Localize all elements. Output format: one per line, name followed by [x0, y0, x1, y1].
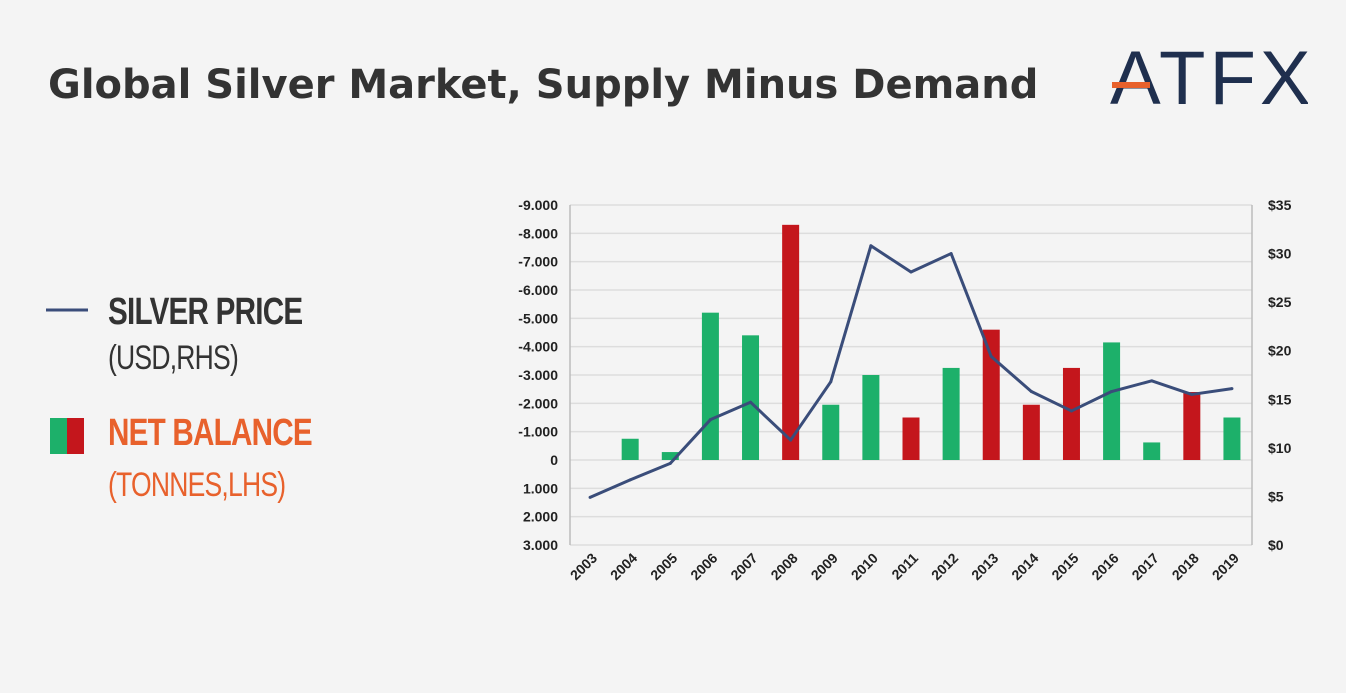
bar — [621, 438, 639, 460]
x-tick-label: 2008 — [767, 550, 800, 583]
bar — [701, 312, 719, 460]
left-tick-label: -1.000 — [518, 424, 558, 440]
left-tick-label: 0 — [550, 452, 558, 468]
x-tick-label: 2010 — [848, 550, 881, 583]
bar — [982, 329, 1000, 460]
legend-net-balance-unit: (TONNES,LHS) — [108, 466, 286, 504]
right-tick-label: $20 — [1268, 343, 1292, 359]
legend-net-balance-name: NET BALANCE — [108, 412, 313, 454]
left-tick-label: -7.000 — [518, 254, 558, 270]
x-tick-label: 2018 — [1169, 550, 1202, 583]
bar — [1103, 342, 1121, 460]
x-tick-label: 2017 — [1128, 550, 1161, 583]
price-point — [1230, 387, 1234, 391]
logo-accent-bar — [1112, 82, 1150, 88]
x-tick-label: 2004 — [607, 550, 640, 583]
bar — [1223, 417, 1241, 460]
price-point — [1150, 379, 1154, 383]
atfx-logo: ATFX — [1110, 36, 1308, 116]
chart-title: Global Silver Market, Supply Minus Deman… — [48, 62, 1039, 108]
right-tick-label: $0 — [1268, 537, 1284, 553]
left-tick-label: -9.000 — [518, 197, 558, 213]
left-tick-label: -3.000 — [518, 367, 558, 383]
right-tick-label: $30 — [1268, 246, 1292, 262]
left-tick-label: -2.000 — [518, 395, 558, 411]
legend-silver-price-unit: (USD,RHS) — [108, 339, 239, 377]
left-tick-label: -4.000 — [518, 339, 558, 355]
price-point — [1110, 390, 1114, 394]
price-point — [789, 438, 793, 442]
right-tick-label: $15 — [1268, 391, 1292, 407]
bar — [822, 404, 840, 460]
x-tick-label: 2005 — [647, 550, 680, 583]
right-tick-label: $5 — [1268, 488, 1284, 504]
price-point — [909, 270, 913, 274]
price-point — [628, 478, 632, 482]
bar-swatch-icon — [50, 418, 84, 454]
bar — [1022, 404, 1040, 460]
price-point — [708, 418, 712, 422]
left-tick-label: -6.000 — [518, 282, 558, 298]
legend-silver-price-name: SILVER PRICE — [108, 291, 303, 333]
x-tick-label: 2015 — [1048, 550, 1081, 583]
x-tick-label: 2012 — [928, 550, 961, 583]
price-point — [1190, 392, 1194, 396]
x-tick-label: 2011 — [888, 550, 921, 583]
left-tick-label: -8.000 — [518, 225, 558, 241]
x-tick-label: 2009 — [808, 550, 841, 583]
x-tick-label: 2006 — [687, 550, 720, 583]
x-tick-label: 2013 — [968, 550, 1001, 583]
price-point — [949, 252, 953, 256]
price-point — [829, 380, 833, 384]
logo-text: ATFX — [1110, 36, 1308, 116]
price-point — [588, 495, 592, 499]
price-point — [668, 461, 672, 465]
line-swatch-icon — [46, 308, 88, 312]
price-point — [1069, 409, 1073, 413]
x-tick-label: 2016 — [1088, 550, 1121, 583]
bar — [902, 417, 920, 460]
price-point — [989, 355, 993, 359]
bar — [942, 367, 960, 460]
x-tick-label: 2003 — [567, 550, 600, 583]
left-tick-label: -5.000 — [518, 310, 558, 326]
right-tick-label: $25 — [1268, 294, 1292, 310]
left-tick-label: 3.000 — [523, 537, 558, 553]
bar — [742, 335, 760, 460]
left-tick-label: 1.000 — [523, 480, 558, 496]
x-tick-label: 2014 — [1008, 550, 1041, 583]
price-point — [749, 400, 753, 404]
price-point — [1029, 390, 1033, 394]
x-tick-label: 2007 — [727, 550, 760, 583]
bar — [1062, 367, 1080, 460]
bar — [1183, 392, 1201, 460]
bar — [1143, 442, 1161, 460]
x-tick-label: 2019 — [1209, 550, 1242, 583]
bar — [661, 452, 679, 460]
right-tick-label: $10 — [1268, 440, 1292, 456]
price-point — [869, 244, 873, 248]
bar — [862, 375, 880, 460]
bar — [782, 224, 800, 460]
right-tick-label: $35 — [1268, 197, 1292, 213]
left-tick-label: 2.000 — [523, 509, 558, 525]
